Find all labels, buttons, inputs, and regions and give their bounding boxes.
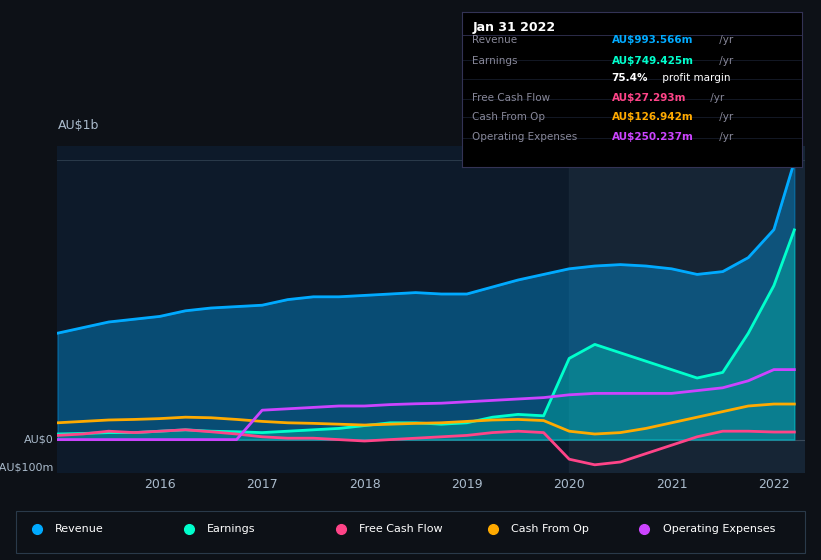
- Text: AU$27.293m: AU$27.293m: [612, 94, 686, 104]
- Text: AU$250.237m: AU$250.237m: [612, 132, 694, 142]
- Text: -AU$100m: -AU$100m: [0, 463, 53, 473]
- Text: Earnings: Earnings: [207, 524, 255, 534]
- Bar: [569, 146, 805, 473]
- Text: AU$1b: AU$1b: [57, 119, 99, 133]
- Text: AU$993.566m: AU$993.566m: [612, 35, 693, 45]
- Text: /yr: /yr: [707, 94, 724, 104]
- Text: AU$749.425m: AU$749.425m: [612, 56, 694, 66]
- Text: Revenue: Revenue: [55, 524, 103, 534]
- Text: Free Cash Flow: Free Cash Flow: [472, 94, 550, 104]
- Text: profit margin: profit margin: [659, 73, 731, 83]
- Text: /yr: /yr: [716, 35, 733, 45]
- Text: AU$126.942m: AU$126.942m: [612, 112, 694, 122]
- Text: Free Cash Flow: Free Cash Flow: [359, 524, 443, 534]
- Text: Operating Expenses: Operating Expenses: [472, 132, 577, 142]
- Text: Cash From Op: Cash From Op: [472, 112, 545, 122]
- Text: Jan 31 2022: Jan 31 2022: [472, 21, 555, 34]
- Text: Revenue: Revenue: [472, 35, 517, 45]
- Text: Cash From Op: Cash From Op: [511, 524, 589, 534]
- Bar: [16, 511, 805, 553]
- Text: Operating Expenses: Operating Expenses: [663, 524, 775, 534]
- Text: AU$0: AU$0: [24, 435, 53, 445]
- Text: /yr: /yr: [716, 112, 733, 122]
- Text: 75.4%: 75.4%: [612, 73, 648, 83]
- Text: Earnings: Earnings: [472, 56, 518, 66]
- Text: /yr: /yr: [716, 56, 733, 66]
- Text: /yr: /yr: [716, 132, 733, 142]
